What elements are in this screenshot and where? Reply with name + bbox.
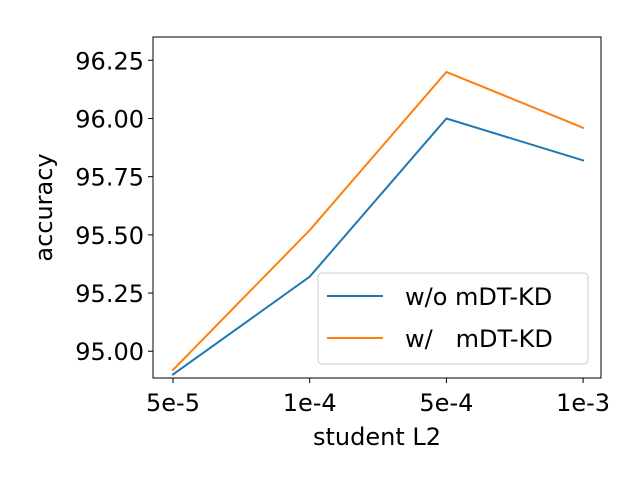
y-tick-label: 95.25 — [75, 280, 144, 308]
x-ticks: 5e-5 1e-4 5e-4 1e-3 — [146, 378, 610, 417]
y-tick-label: 95.00 — [75, 338, 144, 366]
y-tick-label: 96.25 — [75, 47, 144, 75]
legend-label-series-1: w/ mDT-KD — [405, 325, 553, 353]
y-tick-label: 95.50 — [75, 222, 144, 250]
y-ticks: 95.00 95.25 95.50 95.75 96.00 96.25 — [75, 47, 153, 366]
y-tick-label: 95.75 — [75, 164, 144, 192]
x-tick-label: 5e-4 — [419, 389, 473, 417]
x-axis-label: student L2 — [313, 423, 441, 451]
series-layer — [171, 70, 585, 376]
series-line-0 — [171, 117, 585, 376]
y-tick-label: 96.00 — [75, 105, 144, 133]
legend-label-series-0: w/o mDT-KD — [405, 283, 552, 311]
x-tick-label: 1e-3 — [556, 389, 610, 417]
legend: w/o mDT-KD w/ mDT-KD — [317, 272, 589, 365]
y-axis-label: accuracy — [30, 153, 58, 261]
legend-box — [317, 272, 589, 365]
plot-frame — [152, 36, 602, 379]
x-tick-label: 5e-5 — [146, 389, 200, 417]
series-line-1 — [171, 70, 585, 372]
x-tick-label: 1e-4 — [283, 389, 337, 417]
